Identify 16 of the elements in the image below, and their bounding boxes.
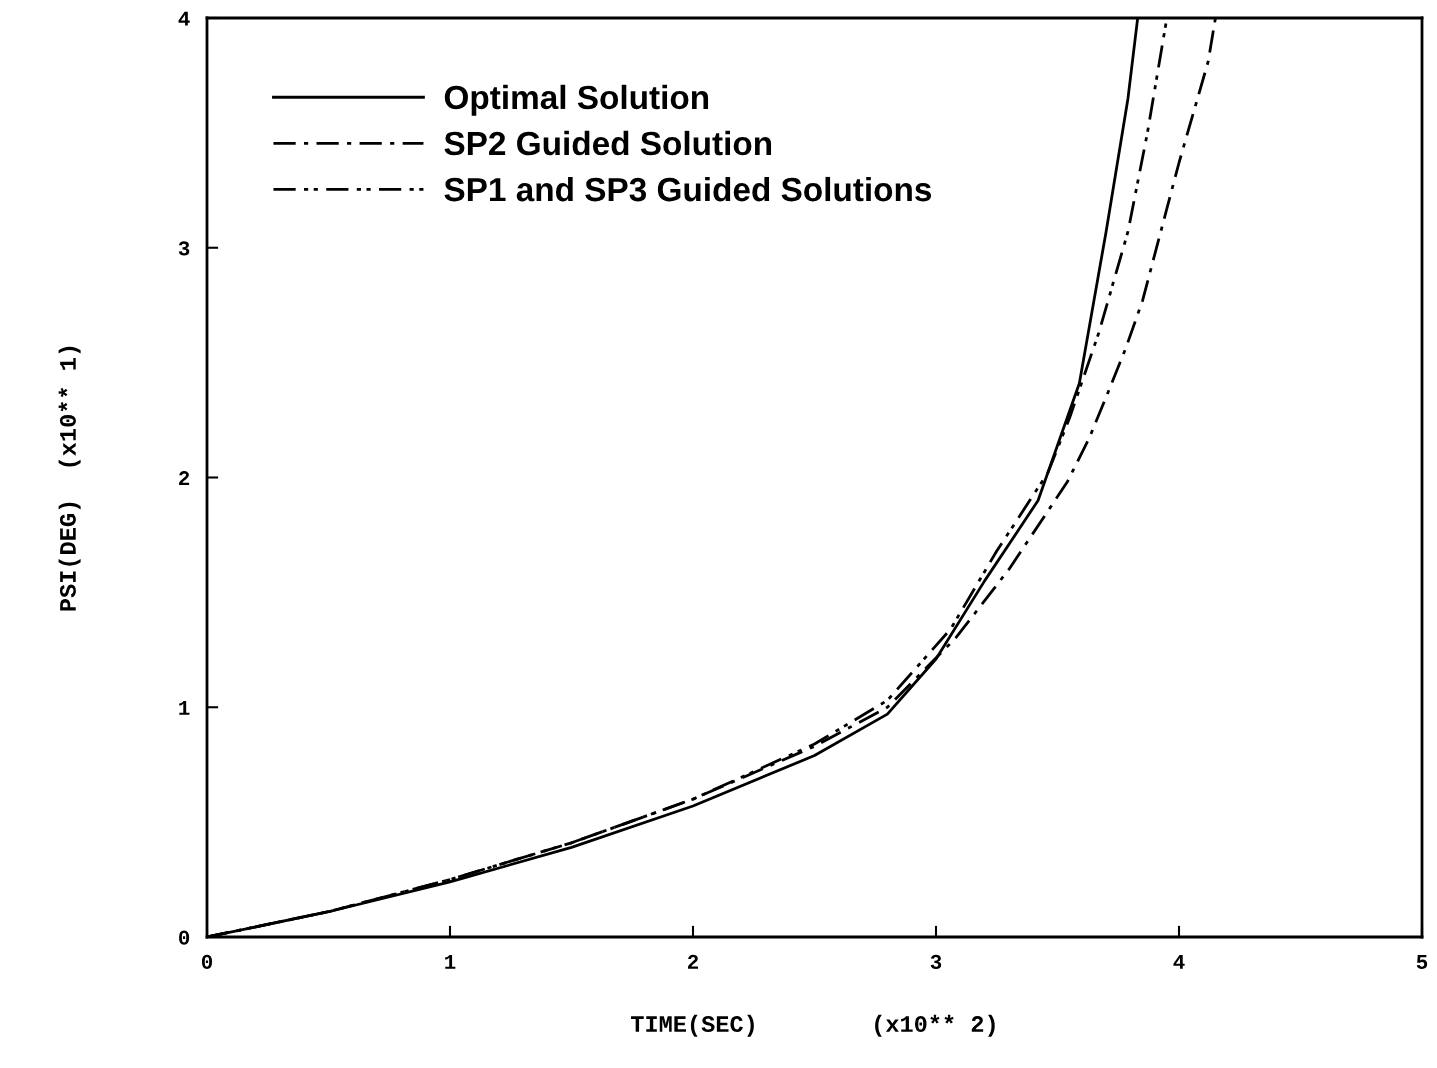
y-tick-label: 2 [179, 471, 190, 486]
x-tick-label: 3 [930, 954, 942, 969]
x-tick-label: 4 [1173, 955, 1185, 969]
x-axis-title: TIME(SEC) (x10** 2) [630, 1014, 995, 1037]
x-tick-label: 0 [201, 954, 213, 969]
x-tick-label: 2 [688, 954, 699, 969]
x-tick-label: 1 [445, 955, 456, 969]
y-tick-label: 0 [179, 930, 190, 945]
y-axis-title: PSI(DEG) (x10** 1) [58, 346, 81, 611]
legend-label: SP1 and SP3 Guided Solutions [444, 176, 932, 202]
x-tick-label: 5 [1416, 955, 1428, 969]
y-tick-label: 3 [178, 241, 190, 256]
y-tick-label: 1 [179, 701, 190, 715]
y-tick-label: 4 [178, 11, 190, 26]
legend-label: SP2 Guided Solution [444, 130, 772, 156]
legend-label: Optimal Solution [444, 84, 709, 116]
